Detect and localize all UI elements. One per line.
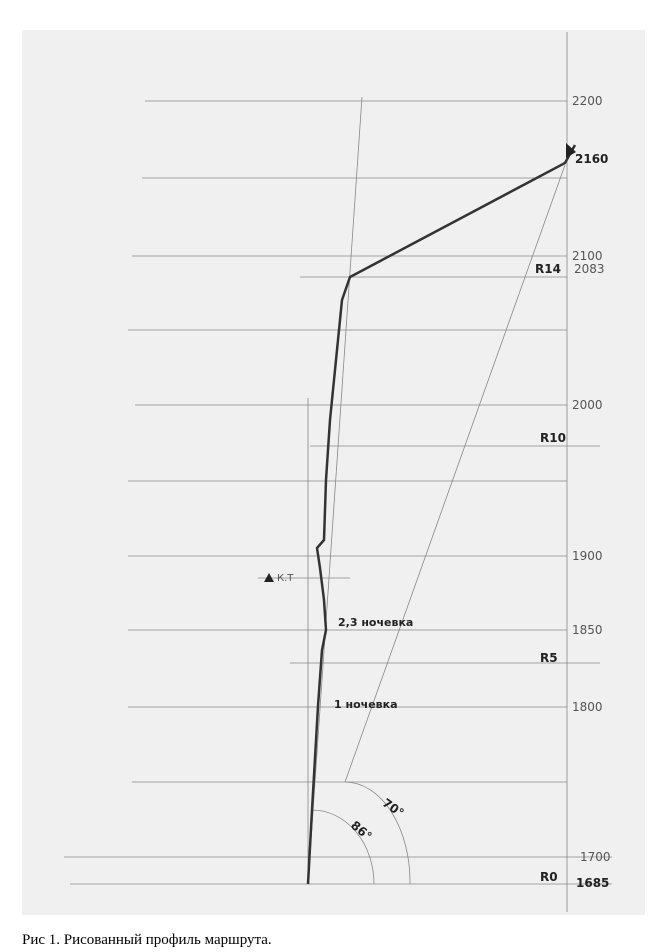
kt-marker [264,573,274,582]
flag [566,143,576,158]
point-label: R10 [540,431,566,445]
point-label: R14 [535,262,561,276]
annotation: 1 ночевка [334,698,398,711]
altitude-label: 2000 [572,398,603,412]
point-label: R0 [540,870,558,884]
point-label: R5 [540,651,558,665]
altitude-label: 1685 [576,876,609,890]
grid [64,32,612,912]
altitude-label: 1800 [572,700,603,714]
annotation: К.Т [277,573,294,584]
altitude-label: 1700 [580,850,611,864]
altitude-label: 1850 [572,623,603,637]
route [306,144,577,885]
paper [22,30,645,915]
altitude-label: 2160 [575,152,608,166]
altitude-label: 2100 [572,249,603,263]
annotation: 2,3 ночевка [338,616,413,629]
caption: Рис 1. Рисованный профиль маршрута. [22,932,272,948]
altitude-label: 2200 [572,94,603,108]
altitude-label: 1900 [572,549,603,563]
altitude-label: 2083 [574,262,605,276]
